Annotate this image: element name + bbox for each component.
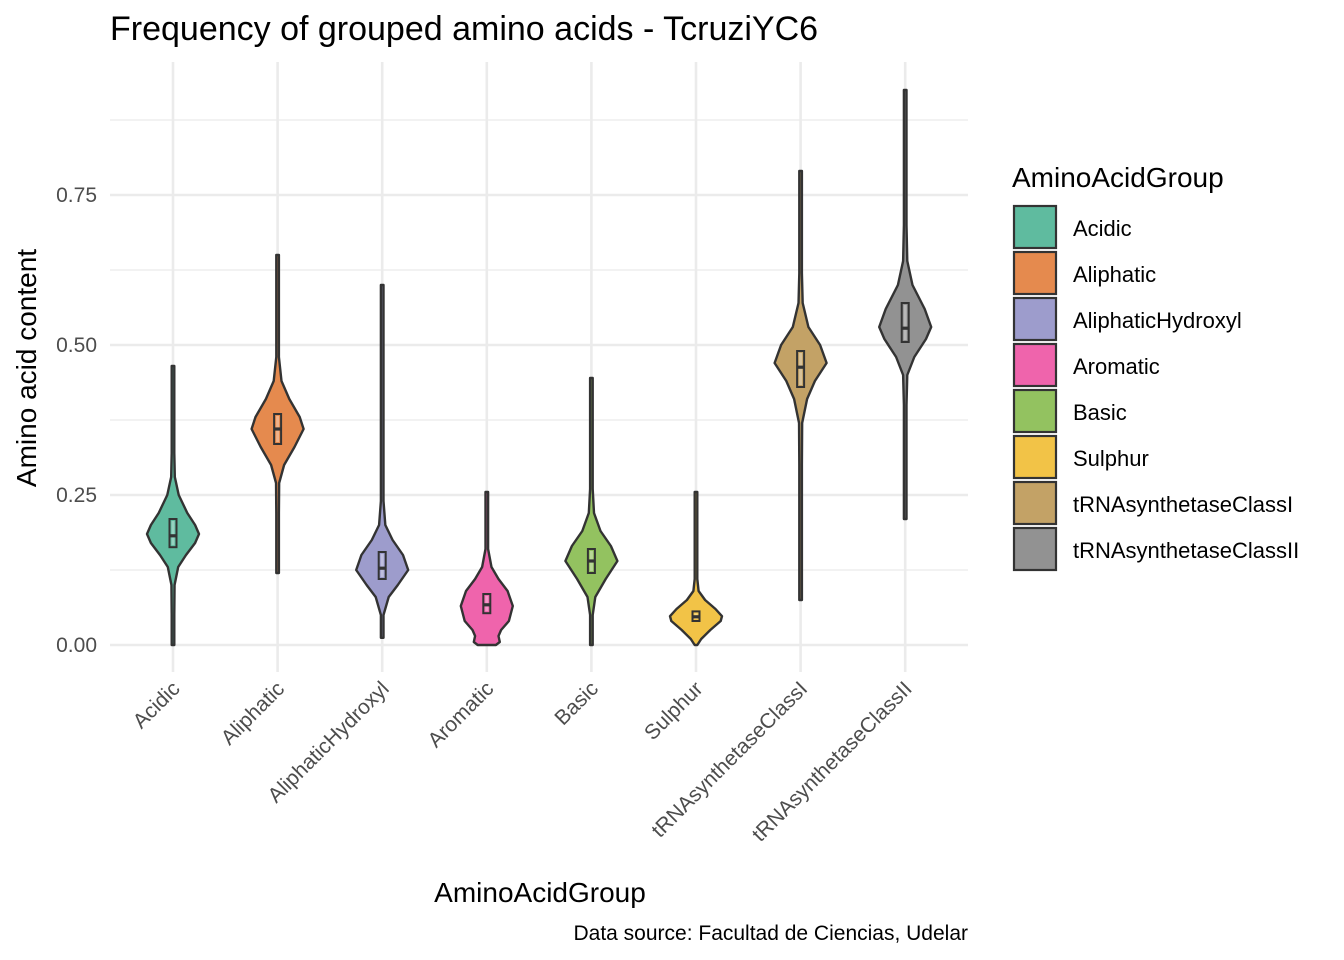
legend-swatch	[1012, 434, 1058, 480]
violin-shape	[355, 283, 410, 639]
y-axis-label: Amino acid content	[11, 249, 42, 487]
legend-item-Aliphatic: Aliphatic	[1012, 250, 1156, 296]
violins	[145, 88, 933, 647]
box-highlight	[380, 554, 384, 577]
legend: AminoAcidGroup Acidic Aliphatic AliphaticH…	[1012, 162, 1299, 572]
y-tick-label: 0.00	[56, 634, 97, 657]
legend-swatch	[1012, 250, 1058, 296]
x-tick-label: Aromatic	[423, 677, 498, 752]
x-tick-label: Acidic	[129, 677, 185, 733]
legend-label: Aliphatic	[1073, 262, 1156, 287]
x-axis-label: AminoAcidGroup	[434, 877, 646, 908]
legend-label: Aromatic	[1073, 354, 1160, 379]
y-axis-ticks: 0.00 0.25 0.50 0.75	[56, 184, 97, 657]
violin-Sulphur	[668, 490, 724, 647]
violin-shape	[668, 490, 724, 647]
y-tick-label: 0.25	[56, 484, 97, 507]
violin-tRNAsynthetaseClassII	[878, 88, 933, 521]
legend-item-AliphaticHydroxyl: AliphaticHydroxyl	[1012, 296, 1242, 342]
legend-label: AliphaticHydroxyl	[1073, 308, 1242, 333]
legend-item-tRNAsynthetaseClassII: tRNAsynthetaseClassII	[1012, 526, 1299, 572]
legend-title: AminoAcidGroup	[1012, 162, 1224, 193]
box-highlight	[799, 353, 803, 385]
caption: Data source: Facultad de Ciencias, Udela…	[573, 922, 968, 945]
violin-Acidic	[145, 364, 201, 647]
box-highlight	[171, 521, 175, 546]
legend-swatch	[1012, 296, 1058, 342]
chart-title: Frequency of grouped amino acids - Tcruz…	[110, 10, 818, 48]
violin-shape	[459, 490, 514, 647]
legend-label: Basic	[1073, 400, 1127, 425]
legend-items: Acidic Aliphatic AliphaticHydroxyl Aromatic…	[1012, 204, 1299, 572]
legend-item-Aromatic: Aromatic	[1012, 342, 1160, 388]
violin-Aliphatic	[250, 253, 305, 575]
legend-swatch	[1012, 388, 1058, 434]
x-tick-label: Basic	[550, 677, 603, 730]
legend-item-Basic: Basic	[1012, 388, 1127, 434]
legend-item-Acidic: Acidic	[1012, 204, 1132, 250]
violin-tRNAsynthetaseClassI	[773, 169, 828, 602]
legend-swatch	[1012, 526, 1058, 572]
violin-shape	[145, 364, 201, 647]
violin-Aromatic	[459, 490, 514, 647]
legend-item-Sulphur: Sulphur	[1012, 434, 1149, 480]
violin-shape	[564, 376, 619, 647]
grid-lines	[110, 62, 968, 672]
x-tick-label: Sulphur	[640, 677, 707, 744]
legend-label: Sulphur	[1073, 446, 1149, 471]
y-tick-label: 0.75	[56, 184, 97, 207]
violin-Basic	[564, 376, 619, 647]
x-tick-label: Aliphatic	[217, 677, 289, 749]
box-highlight	[903, 305, 907, 340]
legend-swatch	[1012, 204, 1058, 250]
violin-AliphaticHydroxyl	[355, 283, 410, 639]
legend-label: tRNAsynthetaseClassII	[1073, 538, 1299, 563]
y-tick-label: 0.50	[56, 334, 97, 357]
legend-item-tRNAsynthetaseClassI: tRNAsynthetaseClassI	[1012, 480, 1293, 526]
legend-swatch	[1012, 480, 1058, 526]
legend-swatch	[1012, 342, 1058, 388]
legend-label: tRNAsynthetaseClassI	[1073, 492, 1293, 517]
legend-label: Acidic	[1073, 216, 1132, 241]
